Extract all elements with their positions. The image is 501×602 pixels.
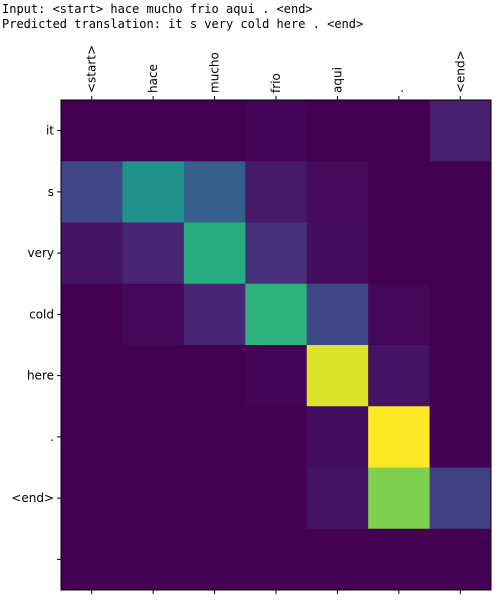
heatmap-cell [61, 406, 123, 468]
heatmap-cell [429, 222, 492, 285]
heatmap-cell [368, 222, 431, 285]
y-tick-label: it [46, 124, 54, 138]
heatmap-cell [306, 222, 369, 285]
heatmap-cell [368, 528, 431, 591]
heatmap-cell [122, 161, 185, 223]
heatmap-cell [183, 528, 246, 591]
heatmap-cell [368, 283, 431, 346]
heatmap-cell [183, 283, 246, 346]
heatmap-cell [368, 161, 431, 223]
heatmap-cell [183, 467, 246, 530]
heatmap-cell [61, 467, 123, 530]
heatmap-cell [245, 528, 308, 591]
y-tick-label: cold [29, 307, 54, 321]
heatmap-cell [245, 161, 308, 223]
heatmap-cell [306, 345, 369, 407]
heatmap-cell [368, 345, 431, 407]
heatmap-cell [122, 467, 185, 530]
heatmap-cell [183, 406, 246, 468]
heatmap-cell [61, 283, 123, 346]
heatmap-cell [245, 283, 308, 346]
x-tick-label: mucho [208, 52, 222, 93]
heatmap-cell [61, 161, 123, 223]
heatmap-cell [61, 222, 123, 285]
heatmap-cell [61, 528, 123, 591]
x-axis-ticks: <start> hace mucho frio aqui. <end> [85, 45, 467, 594]
predicted-translation-text: Predicted translation: it s very cold he… [2, 17, 364, 31]
heatmap-cell [306, 467, 369, 530]
x-tick-label: <start> [85, 45, 99, 93]
heatmap-cell [368, 467, 431, 530]
y-tick-label: very [27, 246, 54, 260]
heatmap-cell [306, 528, 369, 591]
heatmap-cell [429, 161, 492, 223]
heatmap-cell [429, 406, 492, 468]
x-tick-label: hace [146, 64, 160, 93]
heatmap-cell [183, 161, 246, 223]
heatmap-cell [368, 406, 431, 468]
heatmap-cell [122, 345, 185, 407]
heatmap-cell [368, 100, 431, 162]
heatmap-cell [122, 100, 185, 162]
heatmap-cell [245, 406, 308, 468]
heatmap-cell [306, 283, 369, 346]
heatmap-cell [245, 100, 308, 162]
heatmap-cell [306, 100, 369, 162]
heatmap-cell [122, 283, 185, 346]
y-tick-label: s [48, 185, 54, 199]
x-tick-label: <end> [453, 50, 467, 93]
x-tick-label: frio [269, 73, 283, 93]
y-axis-ticks: it s very cold here. <end> [11, 124, 61, 560]
heatmap-cell [245, 467, 308, 530]
input-text: Input: <start> hace mucho frio aqui . <e… [2, 2, 313, 16]
heatmap-cell [122, 222, 185, 285]
heatmap-cell [183, 222, 246, 285]
heatmap-cell [429, 345, 492, 407]
heatmap-cell [429, 100, 492, 162]
y-tick-label: . [50, 430, 54, 444]
heatmap-cell [183, 345, 246, 407]
heatmap-cells [61, 100, 492, 591]
heatmap-cell [429, 467, 492, 530]
heatmap-cell [306, 406, 369, 468]
heatmap-cell [61, 345, 123, 407]
y-tick-label: <end> [11, 491, 54, 505]
y-tick-label: here [27, 369, 54, 383]
heatmap-cell [429, 528, 492, 591]
heatmap-cell [245, 222, 308, 285]
x-tick-label: aqui [330, 67, 344, 93]
heatmap-cell [245, 345, 308, 407]
heatmap-cell [122, 406, 185, 468]
heatmap-cell [306, 161, 369, 223]
heatmap-cell [122, 528, 185, 591]
x-tick-label: . [392, 89, 406, 93]
heatmap-cell [429, 283, 492, 346]
heatmap-cell [61, 100, 123, 162]
heatmap-cell [183, 100, 246, 162]
